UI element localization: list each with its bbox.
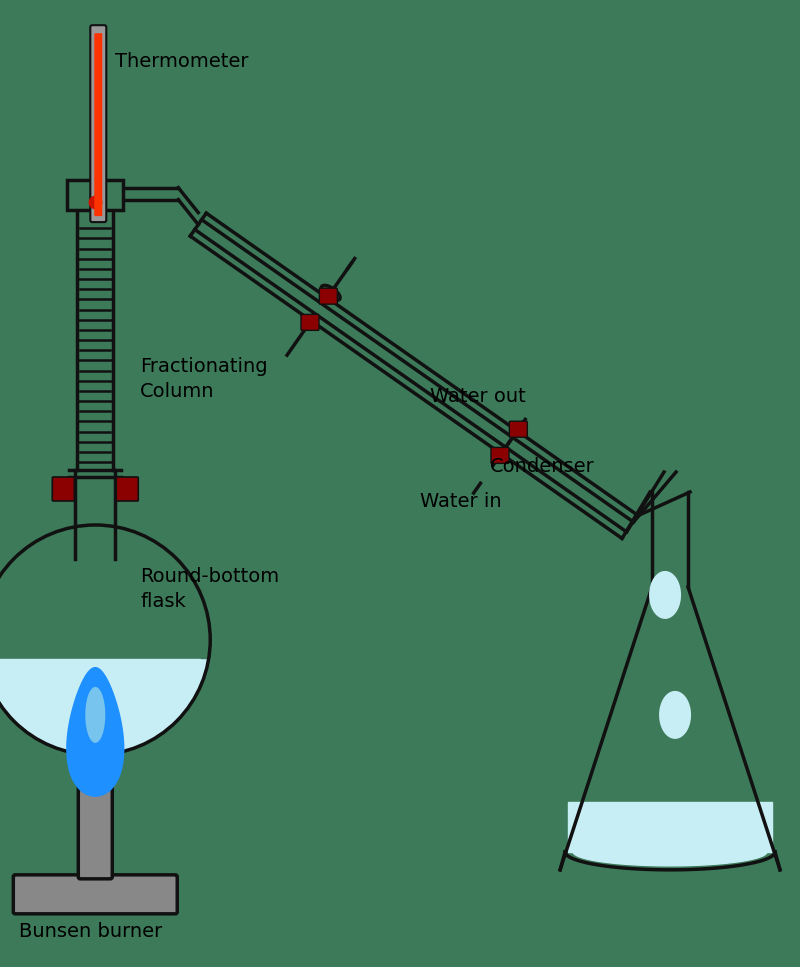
Text: Bunsen burner: Bunsen burner <box>18 922 162 941</box>
FancyBboxPatch shape <box>301 314 319 331</box>
Polygon shape <box>66 667 125 797</box>
FancyBboxPatch shape <box>510 422 527 437</box>
Polygon shape <box>568 802 772 852</box>
FancyBboxPatch shape <box>116 477 138 501</box>
FancyBboxPatch shape <box>78 755 112 879</box>
Polygon shape <box>649 571 681 619</box>
Polygon shape <box>573 852 767 865</box>
Polygon shape <box>0 658 209 755</box>
Text: Round-bottom
flask: Round-bottom flask <box>140 567 279 611</box>
FancyBboxPatch shape <box>90 25 106 222</box>
Polygon shape <box>659 690 691 739</box>
FancyBboxPatch shape <box>67 180 123 210</box>
FancyBboxPatch shape <box>94 33 102 216</box>
Text: Water in: Water in <box>420 492 502 511</box>
Text: Thermometer: Thermometer <box>115 52 249 72</box>
FancyBboxPatch shape <box>319 288 338 305</box>
Text: Water out: Water out <box>430 387 526 406</box>
Text: Condenser: Condenser <box>490 457 595 476</box>
Ellipse shape <box>321 285 340 301</box>
FancyBboxPatch shape <box>52 477 74 501</box>
Polygon shape <box>86 687 106 743</box>
FancyBboxPatch shape <box>14 875 178 914</box>
FancyBboxPatch shape <box>491 448 509 463</box>
Text: Fractionating
Column: Fractionating Column <box>140 357 268 401</box>
